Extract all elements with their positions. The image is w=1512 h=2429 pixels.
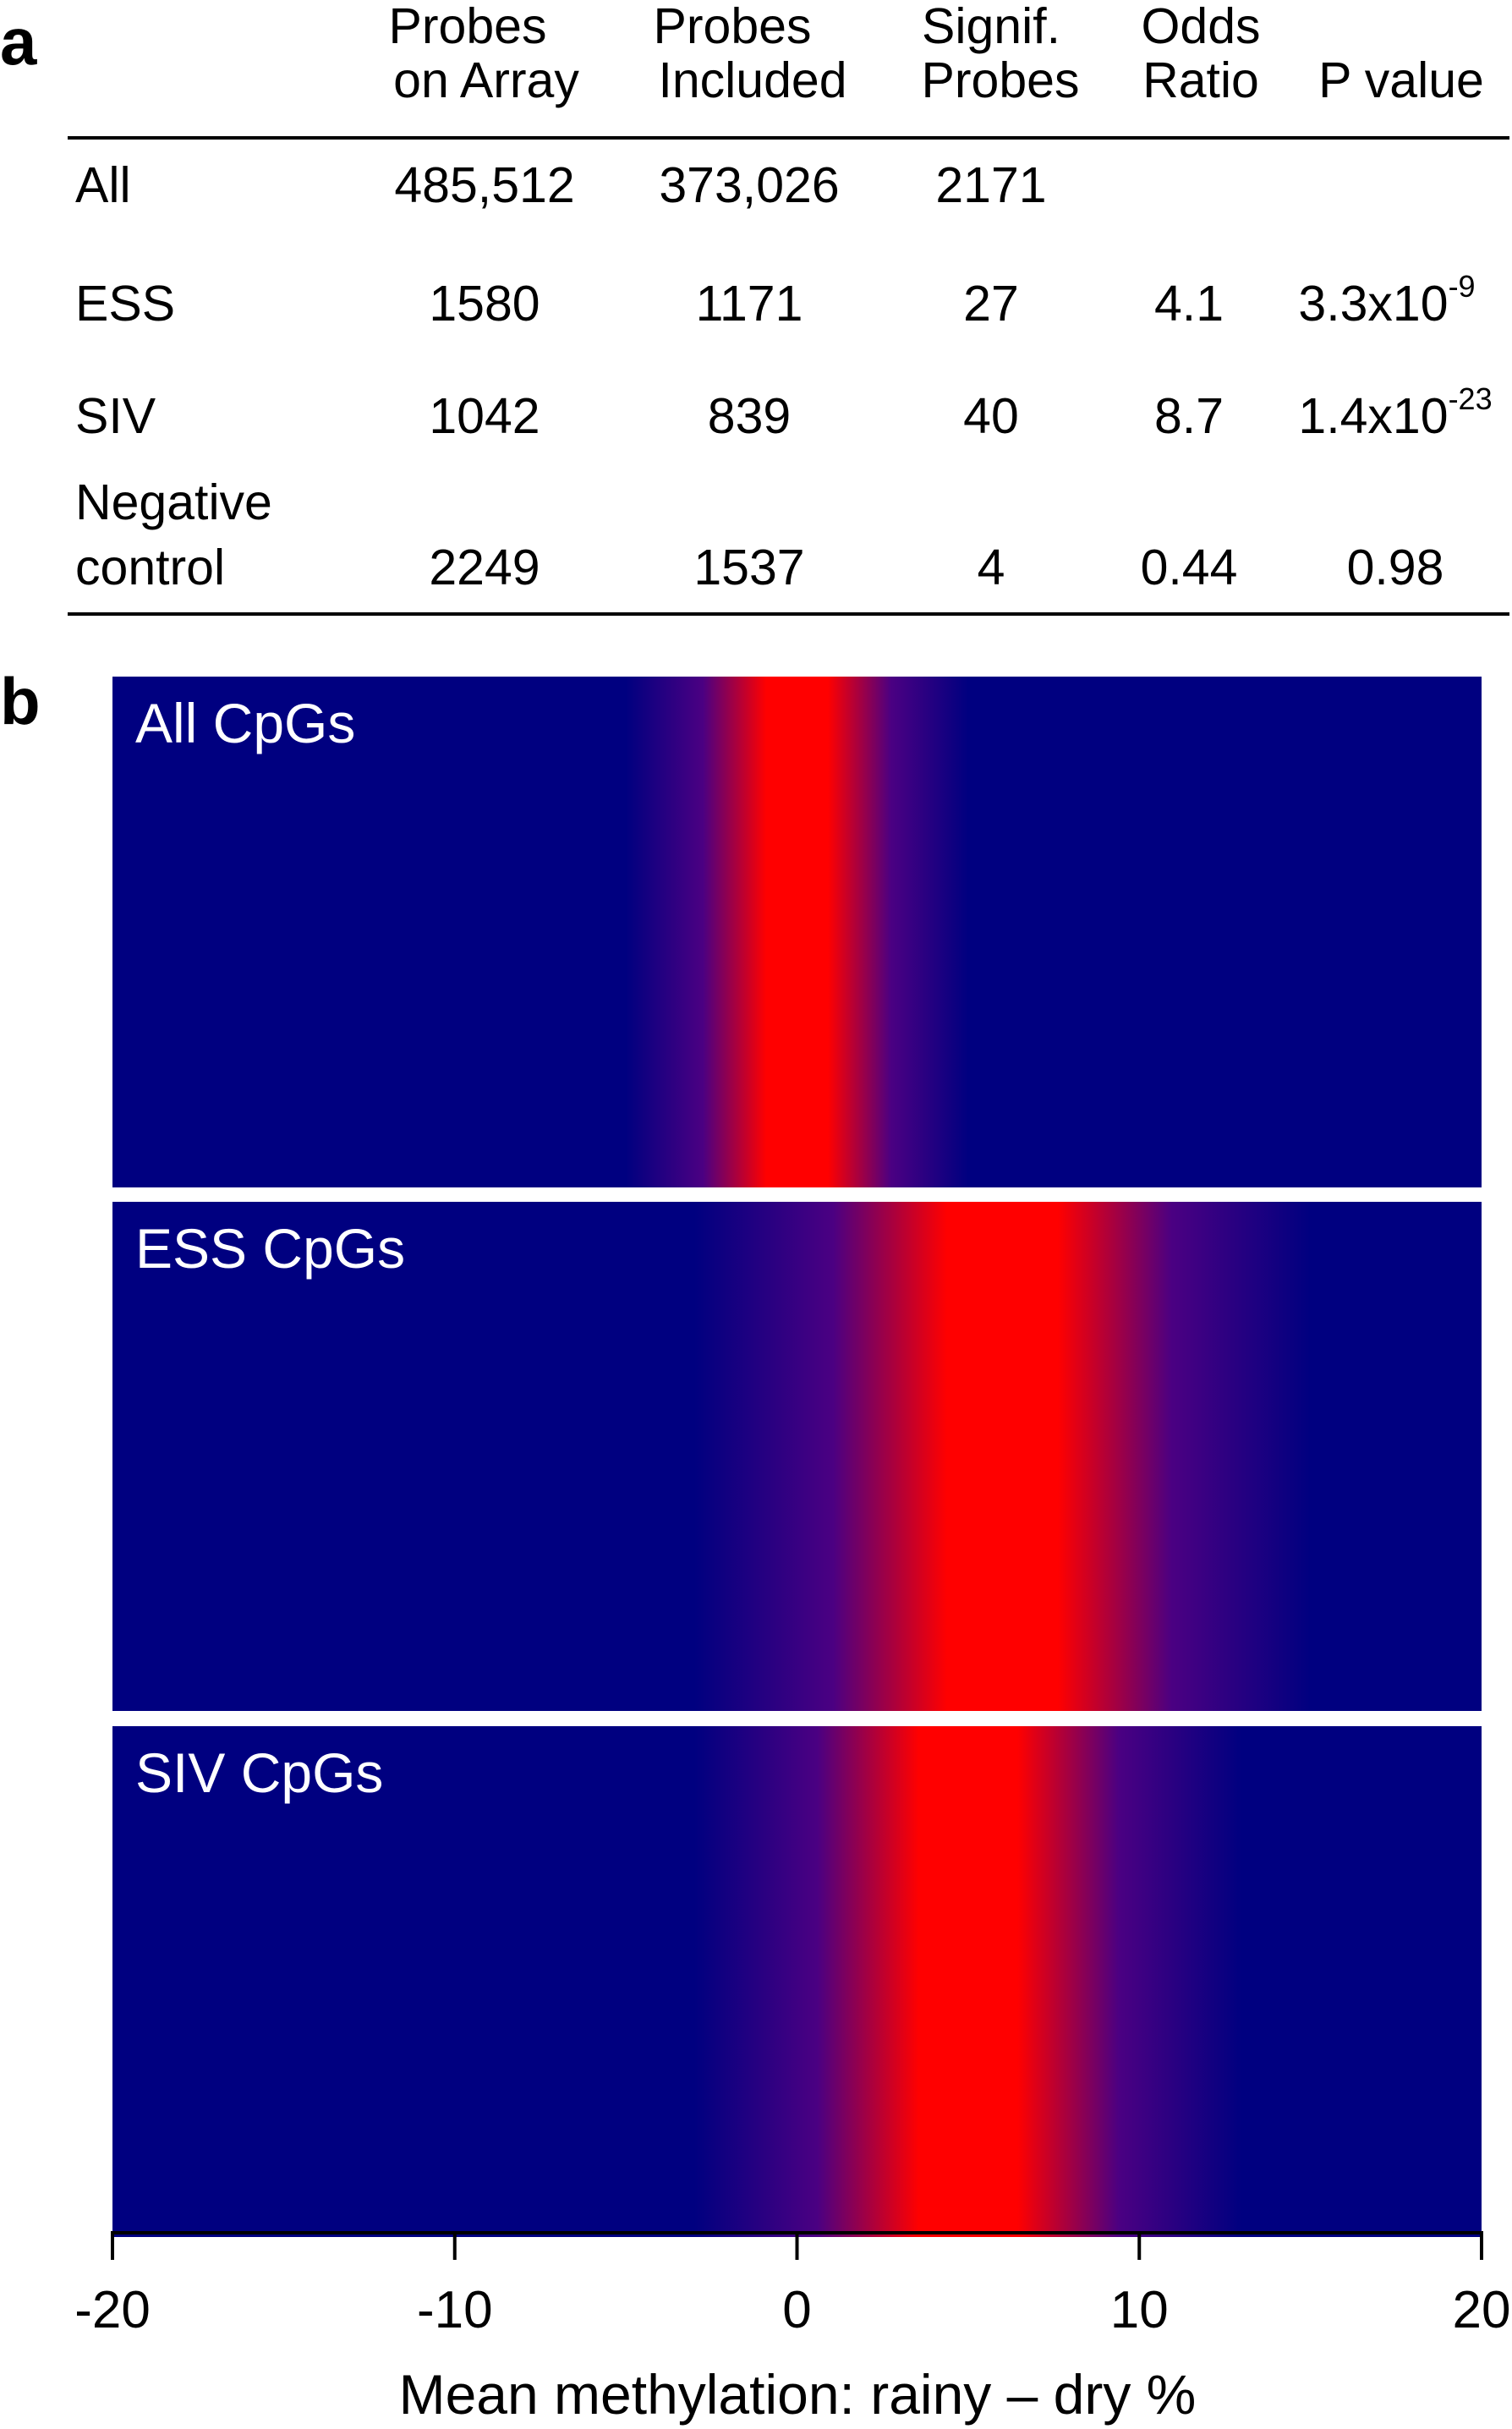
strip-label: ESS CpGs	[135, 1217, 405, 1280]
heatmap-strip	[112, 1202, 1482, 1711]
x-tick-label: 0	[782, 2281, 811, 2339]
odds-ratio-value: 0.44	[1140, 540, 1238, 595]
panel-a-label: a	[0, 4, 37, 79]
odds-ratio-value: 4.1	[1153, 276, 1224, 332]
row-label: SIV	[75, 388, 156, 444]
panel-b-label: b	[0, 664, 41, 738]
row-label: All	[75, 157, 131, 213]
header-signif-probes-line2: Probes	[921, 52, 1080, 108]
p-value-exponent: -9	[1448, 269, 1476, 304]
p-value-base: 3.3x10	[1298, 276, 1449, 332]
header-p-value: P value	[1318, 52, 1484, 108]
p-value: 3.3x10-9	[1298, 271, 1475, 332]
probes-included-value: 1537	[693, 540, 805, 595]
x-tick-label: -20	[74, 2281, 151, 2339]
strip-label: SIV CpGs	[135, 1741, 383, 1804]
signif-probes-value: 27	[963, 276, 1019, 332]
header-probes-included-line1: Probes	[653, 0, 812, 54]
signif-probes-value: 2171	[935, 157, 1047, 213]
heatmap-strip	[112, 677, 1482, 1187]
header-signif-probes-line1: Signif.	[922, 0, 1060, 54]
table-top-rule	[68, 136, 1509, 140]
probes-on-array-value: 485,512	[394, 157, 575, 213]
signif-probes-value: 40	[963, 388, 1019, 444]
x-axis-label: Mean methylation: rainy – dry %	[399, 2363, 1197, 2426]
signif-probes-value: 4	[977, 540, 1005, 595]
row-label-line1: Negative	[75, 474, 272, 530]
row-label-line2: control	[75, 540, 226, 595]
x-tick-label: -10	[417, 2281, 493, 2339]
probes-on-array-value: 2249	[429, 540, 540, 595]
header-probes-included-line2: Included	[658, 52, 847, 108]
heatmap-strip	[112, 1726, 1482, 2237]
probes-included-value: 839	[707, 388, 792, 444]
row-label: ESS	[75, 276, 176, 332]
p-value: 1.4x10-23	[1298, 384, 1492, 441]
header-odds-ratio-line1: Odds	[1141, 0, 1261, 54]
p-value-base: 1.4x10	[1298, 388, 1449, 444]
probes-on-array-value: 1580	[429, 276, 540, 332]
odds-ratio-value: 8.7	[1153, 388, 1224, 444]
header-probes-on-array-line1: Probes	[388, 0, 547, 54]
header-odds-ratio-line2: Ratio	[1142, 52, 1259, 108]
header-probes-on-array-line2: on Array	[393, 52, 579, 108]
table-bottom-rule	[68, 612, 1509, 616]
p-value: 0.98	[1346, 540, 1444, 595]
x-tick-label: 10	[1110, 2281, 1169, 2339]
probes-on-array-value: 1042	[429, 388, 540, 444]
probes-included-value: 373,026	[659, 157, 840, 213]
strip-label: All CpGs	[135, 692, 355, 754]
p-value-exponent: -23	[1448, 381, 1493, 416]
probes-included-value: 1171	[695, 276, 803, 332]
x-tick-label: 20	[1453, 2281, 1511, 2339]
